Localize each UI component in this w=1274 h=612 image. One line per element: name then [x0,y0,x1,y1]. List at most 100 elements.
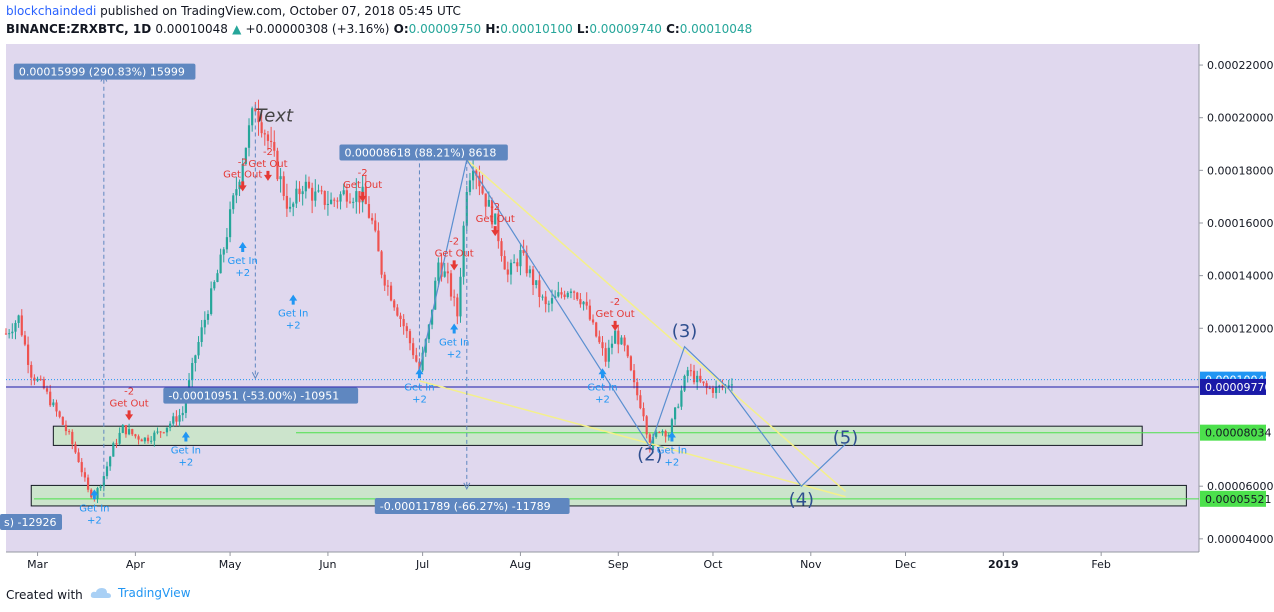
candle-body [614,330,617,344]
candle-body [636,382,639,396]
x-tick-label: Mar [27,558,48,571]
candle-body [683,375,686,391]
candle-body [228,209,232,238]
candle-body [424,339,427,353]
get-in-label: Get In [587,382,617,393]
candle-body [576,292,579,300]
x-tick-label: Feb [1091,558,1110,571]
trend-line [466,159,847,493]
tradingview-link[interactable]: TradingView [90,586,191,600]
get-out-qty: -2 [610,297,620,308]
candle-body [405,326,408,332]
get-out-label: Get Out [248,159,287,170]
candle-body [197,342,200,356]
candle-body [90,489,93,498]
low-label: L: [576,22,590,36]
get-in-qty: +2 [665,457,680,468]
measure-label: 0.00008618 (88.21%) 8618 [344,147,496,160]
publish-line: blockchaindedi published on TradingView.… [6,4,461,18]
measure-label: 0.00015999 (290.83%) 15999 [19,66,185,79]
x-tick-label: Jul [415,558,429,571]
author-link[interactable]: blockchaindedi [6,4,97,18]
candle-body [134,434,137,437]
support-zone [52,425,1143,446]
candle-body [36,378,39,381]
candle-body [17,315,20,323]
candle-body [295,188,298,204]
candle-body [566,292,569,297]
candle-body [468,180,472,192]
candle-body [677,406,680,408]
candle-body [399,315,402,320]
candle-body [131,429,134,435]
candle-body [648,434,651,451]
candle-body [194,355,197,364]
price-chart[interactable]: 0.00022000 0.00020000 0.00018000 0.00016000… [0,0,1274,580]
close-value: 0.00010048 [679,22,753,36]
candle-body [437,262,440,281]
candle-body [247,125,251,148]
candle-body [175,416,178,422]
get-in-label: Get In [171,445,201,456]
candle-body [393,300,396,308]
candle-body [396,307,399,316]
candle-body [617,330,620,345]
tradingview-cloud-icon [90,588,111,598]
candle-body [191,363,194,381]
get-out-label: Get Out [596,309,635,320]
candle-body [80,462,83,473]
candle-body [383,274,386,286]
candle-body [371,217,374,221]
candle-body [118,432,121,444]
candle-body [20,315,23,336]
candle-body [585,301,588,306]
y-tick-label: 0.00018000 [1207,164,1273,177]
get-in-arrow-icon [289,294,298,305]
candle-body [402,319,405,327]
candle-body [292,203,295,207]
candle-body [629,356,633,371]
y-tick-label: 0.00020000 [1207,112,1273,125]
x-tick-label: Aug [510,558,531,571]
candle-body [55,402,58,412]
candle-body [329,199,333,204]
cut-measure-label: s) -12926 [4,516,56,529]
candle-body [721,385,724,387]
cut-measure-box [0,514,62,531]
x-tick-label: Sep [608,558,629,571]
candle-body [484,193,487,207]
candle-body [487,199,490,207]
candle-body [673,407,677,420]
price-tag-box [1200,490,1266,507]
price-tag-box [1200,378,1266,395]
wave-label: (3) [672,321,698,342]
x-tick-label: May [219,558,242,571]
candle-body [434,280,437,310]
measure-label-box [163,387,359,404]
candle-body [181,412,184,416]
measure-label-box [13,63,196,80]
get-out-label: Get Out [476,214,515,225]
candle-body [449,273,453,297]
candle-body [153,432,156,441]
candle-body [658,431,661,433]
candle-body [364,186,367,205]
candle-body [64,424,68,432]
y-tick-label: 0.00004000 [1207,533,1273,546]
candle-body [105,466,109,477]
price-tag-label: 0.00005521 [1205,493,1271,506]
measure-arrowhead [251,372,259,380]
candle-body [443,271,446,277]
get-in-arrow-icon [238,241,247,252]
candle-body [244,147,247,164]
candle-body [651,436,655,451]
candle-body [459,276,462,317]
candle-body [547,303,550,305]
candle-body [497,213,500,242]
candle-body [661,431,664,433]
candle-body [26,344,30,365]
get-out-qty: -2 [124,386,134,397]
candle-body [730,384,733,386]
candle-body [30,364,33,378]
candle-body [156,431,159,433]
